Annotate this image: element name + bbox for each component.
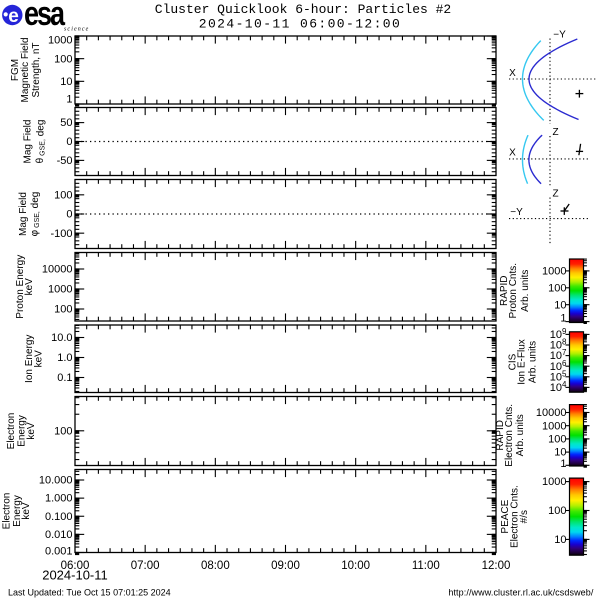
svg-text:100: 100 xyxy=(54,53,72,65)
svg-text:FGM: FGM xyxy=(10,59,21,81)
svg-text:e: e xyxy=(8,6,19,27)
svg-text:1000: 1000 xyxy=(48,284,72,296)
svg-text:Arb. units: Arb. units xyxy=(520,270,531,312)
svg-text:φ GSE, deg: φ GSE, deg xyxy=(30,192,41,237)
svg-text:100: 100 xyxy=(548,434,566,446)
svg-text:Electron Cnts.: Electron Cnts. xyxy=(510,485,521,548)
svg-text:Electron: Electron xyxy=(1,493,12,530)
svg-text:-100: -100 xyxy=(50,228,72,240)
svg-text:100: 100 xyxy=(548,505,566,517)
svg-text:1: 1 xyxy=(560,458,566,470)
svg-text:100: 100 xyxy=(54,425,72,437)
svg-text:10000: 10000 xyxy=(536,407,567,419)
svg-text:1: 1 xyxy=(66,94,72,106)
svg-text:-50: -50 xyxy=(57,155,73,167)
svg-text:Electron Cnts.: Electron Cnts. xyxy=(504,404,515,467)
svg-text:2024-10-11: 2024-10-11 xyxy=(42,568,108,583)
svg-text:10: 10 xyxy=(554,534,566,546)
svg-text:1000: 1000 xyxy=(542,420,566,432)
svg-text:100: 100 xyxy=(548,282,566,294)
svg-text:12:00: 12:00 xyxy=(482,560,511,572)
svg-text:Mag Field: Mag Field xyxy=(18,192,29,236)
svg-text:Arb. units: Arb. units xyxy=(515,414,526,456)
svg-text:07:00: 07:00 xyxy=(131,560,160,572)
svg-text:θ GSE, deg: θ GSE, deg xyxy=(35,120,46,164)
svg-text:http://www.cluster.rl.ac.uk/cs: http://www.cluster.rl.ac.uk/csdsweb/ xyxy=(448,587,594,597)
svg-text:Energy: Energy xyxy=(12,495,23,527)
svg-text:09:00: 09:00 xyxy=(271,560,300,572)
svg-text:CIS: CIS xyxy=(508,353,519,370)
svg-text:08:00: 08:00 xyxy=(201,560,230,572)
svg-text:Proton Cnts.: Proton Cnts. xyxy=(508,263,519,319)
svg-text:X: X xyxy=(509,68,516,79)
svg-text:Proton Energy: Proton Energy xyxy=(15,255,26,319)
svg-text:keV: keV xyxy=(33,350,44,368)
svg-text:0.001: 0.001 xyxy=(45,546,73,558)
svg-text:keV: keV xyxy=(24,278,35,296)
svg-text:Strength, nT: Strength, nT xyxy=(31,42,42,97)
svg-text:Z: Z xyxy=(552,189,558,200)
svg-text:1.0: 1.0 xyxy=(57,352,72,364)
svg-text:10: 10 xyxy=(554,447,566,459)
svg-text:Electron: Electron xyxy=(6,413,17,450)
svg-text:0: 0 xyxy=(66,136,72,148)
svg-text:RAPID: RAPID xyxy=(499,275,510,306)
svg-text:1000: 1000 xyxy=(48,35,72,47)
svg-text:Magnetic Field: Magnetic Field xyxy=(20,37,31,102)
svg-text:−Y: −Y xyxy=(510,207,523,218)
svg-text:0.010: 0.010 xyxy=(45,529,73,541)
svg-text:10:00: 10:00 xyxy=(341,560,370,572)
svg-text:10: 10 xyxy=(60,76,72,88)
svg-text:−Y: −Y xyxy=(553,30,566,41)
svg-text:10.0: 10.0 xyxy=(51,332,72,344)
svg-text:10000: 10000 xyxy=(42,264,73,276)
svg-text:Last Updated: Tue Oct 15 07:0: Last Updated: Tue Oct 15 07:01:25 2024 xyxy=(8,587,171,597)
svg-text:science: science xyxy=(64,27,89,33)
svg-text:keV: keV xyxy=(21,502,32,520)
svg-text:10.000: 10.000 xyxy=(39,475,73,487)
svg-text:Ion Energy: Ion Energy xyxy=(24,335,35,383)
svg-text:50: 50 xyxy=(60,117,72,129)
svg-text:Ion E-Flux: Ion E-Flux xyxy=(517,339,528,385)
svg-text:1000: 1000 xyxy=(542,476,566,488)
svg-text:0: 0 xyxy=(66,209,72,221)
svg-text:X: X xyxy=(509,148,516,159)
svg-text:keV: keV xyxy=(26,422,37,440)
svg-text:2024-10-11 06:00-12:00: 2024-10-11 06:00-12:00 xyxy=(199,17,401,32)
svg-text:0.1: 0.1 xyxy=(57,372,72,384)
svg-text:11:00: 11:00 xyxy=(412,560,440,572)
svg-text:#/s: #/s xyxy=(519,510,530,523)
svg-text:Energy: Energy xyxy=(17,415,28,447)
svg-text:06:00: 06:00 xyxy=(61,560,90,572)
svg-text:0.100: 0.100 xyxy=(45,511,73,523)
svg-text:RAPID: RAPID xyxy=(495,420,506,451)
svg-text:Z: Z xyxy=(552,127,558,138)
svg-text:esa: esa xyxy=(24,0,66,33)
svg-text:1.000: 1.000 xyxy=(45,493,73,505)
svg-text:100: 100 xyxy=(54,304,72,316)
svg-text:Cluster Quicklook 6-hour: Part: Cluster Quicklook 6-hour: Particles #2 xyxy=(155,2,451,17)
svg-text:Mag Field: Mag Field xyxy=(22,120,33,164)
svg-text:1000: 1000 xyxy=(542,266,566,278)
svg-text:Arb. units: Arb. units xyxy=(528,341,539,383)
svg-text:1: 1 xyxy=(560,313,566,325)
svg-text:100: 100 xyxy=(54,189,72,201)
svg-text:10: 10 xyxy=(554,299,566,311)
svg-text:PEACE: PEACE xyxy=(500,499,511,533)
